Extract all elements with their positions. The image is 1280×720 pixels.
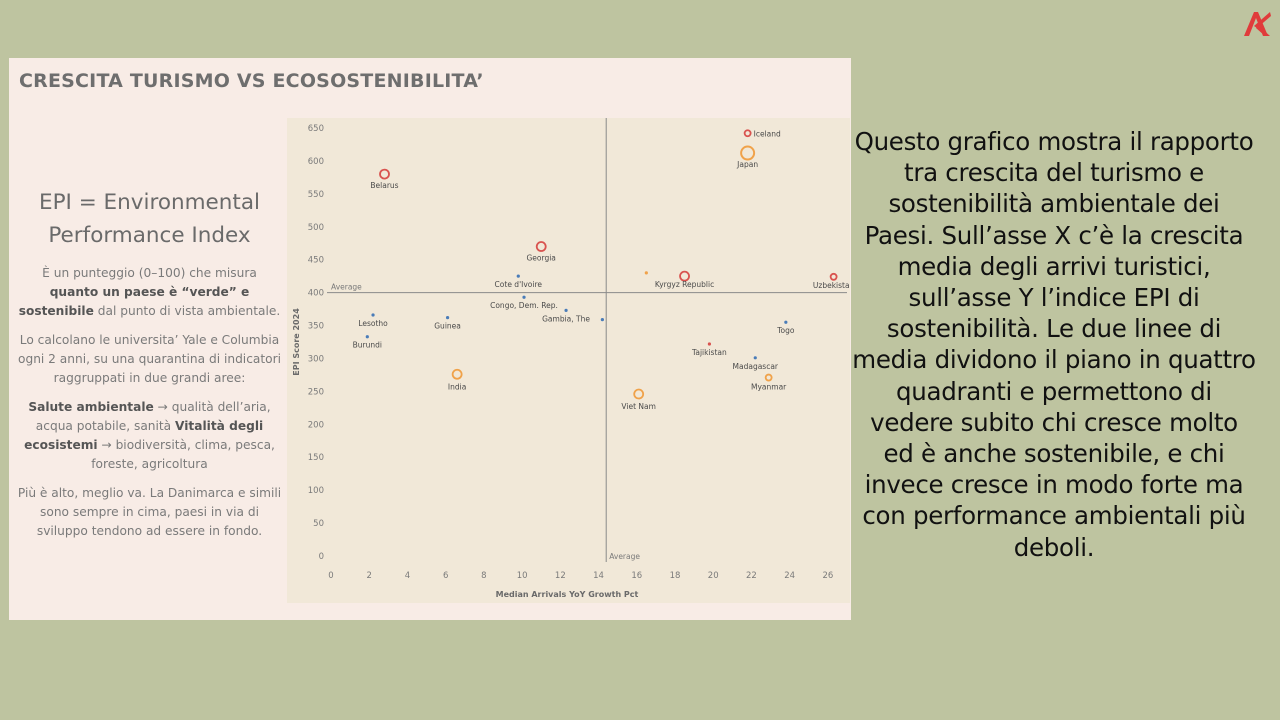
- y-tick-label: 550: [308, 190, 324, 200]
- panel-title: CRESCITA TURISMO VS ECOSOSTENIBILITA’: [19, 70, 484, 92]
- y-tick-label: 0: [319, 552, 324, 562]
- x-tick-label: 24: [784, 571, 795, 581]
- data-point: [379, 168, 390, 180]
- x-tick-label: 4: [405, 571, 410, 581]
- epi-areas: Salute ambientale → qualità dell’aria, a…: [17, 398, 282, 474]
- data-point: [633, 388, 645, 400]
- data-point: [445, 316, 450, 320]
- area-2-text: → biodiversità, clima, pesca, foreste, a…: [91, 438, 275, 471]
- epi-def-text-a: È un punteggio (0–100) che misura: [42, 266, 257, 280]
- scatter-chart: 0 50 100 150 200 250 300 350 400 450 500 550 600 650 0…: [292, 118, 850, 599]
- point-label: Belarus: [370, 181, 398, 190]
- x-average-label: Average: [609, 552, 640, 561]
- point-label: India: [448, 382, 466, 391]
- x-tick-label: 8: [481, 571, 486, 581]
- y-tick-label: 350: [308, 322, 324, 332]
- data-point: [707, 342, 711, 346]
- area-2-title: Vitalità degli ecosistemi: [24, 419, 264, 452]
- ak-logo-icon: [1244, 12, 1271, 36]
- y-tick-label: 150: [308, 453, 324, 463]
- data-point: [600, 318, 604, 322]
- y-axis-title: EPI Score 2024: [292, 308, 301, 376]
- data-point: [743, 129, 752, 138]
- epi-def-text-c: dal punto di vista ambientale.: [93, 304, 281, 318]
- data-point: [365, 335, 369, 339]
- y-tick-label: 250: [308, 387, 324, 397]
- epi-interpretation: Più è alto, meglio va. La Danimarca e si…: [17, 486, 282, 538]
- chart-description: Questo grafico mostra il rapporto tra cr…: [852, 127, 1256, 562]
- x-tick-label: 26: [822, 571, 833, 581]
- data-point: [451, 368, 463, 380]
- x-tick-label: 14: [593, 571, 604, 581]
- x-tick-label: 18: [670, 571, 681, 581]
- point-label: Burundi: [353, 341, 382, 350]
- data-point: [516, 274, 520, 278]
- y-tick-label: 100: [308, 486, 324, 496]
- point-label: Georgia: [527, 254, 556, 263]
- data-point: [679, 270, 690, 282]
- data-point: [522, 295, 526, 299]
- x-tick-label: 2: [367, 571, 372, 581]
- y-tick-label: 200: [308, 420, 324, 430]
- point-label: Gambia, The: [542, 314, 590, 323]
- point-label: Cote d'Ivoire: [495, 280, 543, 289]
- data-point: [753, 356, 757, 360]
- point-label: Kyrgyz Republic: [655, 280, 714, 289]
- y-tick-label: 600: [308, 157, 324, 167]
- y-tick-label: 400: [308, 289, 324, 299]
- point-label: Togo: [776, 326, 795, 335]
- point-label: Guinea: [434, 322, 461, 331]
- epi-heading-line1: EPI = Environmental: [38, 190, 260, 215]
- epi-definition: È un punteggio (0–100) che misura quanto…: [17, 264, 282, 321]
- area-1-title: Salute ambientale: [28, 400, 154, 414]
- point-label: Madagascar: [733, 362, 779, 371]
- point-label: Lesotho: [358, 319, 388, 328]
- data-point: [740, 145, 756, 161]
- point-label: Japan: [736, 160, 758, 169]
- x-tick-label: 20: [708, 571, 719, 581]
- point-label: Iceland: [754, 129, 781, 138]
- point-label: Myanmar: [751, 383, 787, 392]
- data-point: [764, 373, 773, 382]
- y-tick-label: 650: [308, 124, 324, 134]
- x-tick-label: 0: [328, 571, 333, 581]
- data-point: [535, 241, 547, 252]
- data-point: [371, 313, 375, 317]
- y-tick-label: 450: [308, 256, 324, 266]
- epi-heading: EPI = Environmental Performance Index: [17, 186, 282, 252]
- average-label-bg: [329, 281, 366, 292]
- data-point: [564, 308, 568, 312]
- area-1-text: → qualità dell’aria, acqua potabile, san…: [35, 400, 271, 433]
- data-point: [784, 320, 788, 324]
- y-tick-label: 50: [313, 519, 324, 529]
- y-tick-label: 300: [308, 354, 324, 364]
- point-label: Tajikistan: [691, 348, 727, 357]
- data-point: [829, 272, 838, 281]
- y-tick-label: 500: [308, 223, 324, 233]
- x-tick-label: 12: [555, 571, 566, 581]
- point-label: Uzbekistan: [813, 281, 850, 290]
- epi-heading-line2: Performance Index: [48, 223, 251, 248]
- point-label: Congo, Dem. Rep.: [490, 301, 558, 310]
- x-tick-label: 22: [746, 571, 757, 581]
- x-axis-title: Median Arrivals YoY Growth Pct: [496, 590, 639, 599]
- chart-background: [287, 118, 850, 603]
- epi-def-bold: quanto un paese è “verde” e sostenibile: [18, 285, 250, 318]
- epi-origin: Lo calcolano le universita’ Yale e Colum…: [18, 333, 281, 385]
- x-tick-label: 16: [631, 571, 642, 581]
- y-average-label: Average: [331, 283, 362, 292]
- x-tick-label: 10: [517, 571, 528, 581]
- x-tick-label: 6: [443, 571, 448, 581]
- epi-explanation: EPI = Environmental Performance Index È …: [17, 186, 282, 551]
- point-label: Viet Nam: [621, 402, 656, 411]
- data-point: [644, 271, 648, 275]
